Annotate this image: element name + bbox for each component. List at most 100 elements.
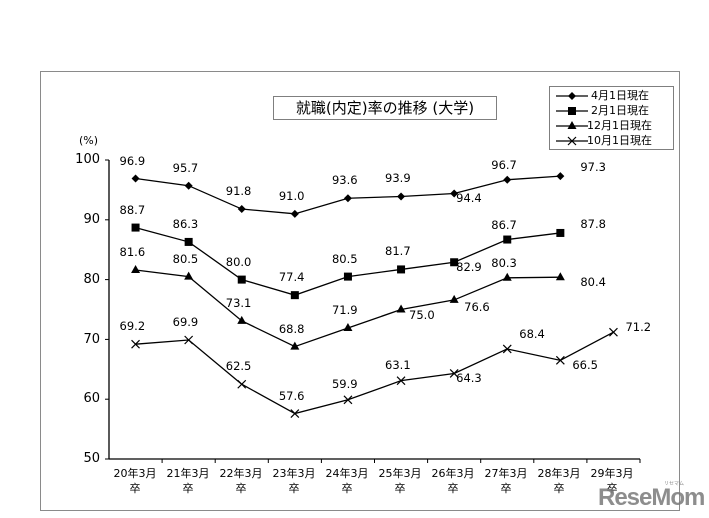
triangle-marker-icon <box>449 294 459 303</box>
y-tick-label: 100 <box>75 152 100 167</box>
y-tick-label: 70 <box>83 332 100 347</box>
legend-item-december: 12月1日現在 <box>550 118 675 133</box>
data-point-label: 76.6 <box>464 299 490 314</box>
diamond-marker-icon <box>556 92 588 100</box>
diamond-marker-icon <box>343 194 352 203</box>
data-point-label: 93.9 <box>385 171 411 186</box>
data-point-label: 69.9 <box>172 314 199 329</box>
data-point-label: 62.5 <box>225 359 252 374</box>
x-tick-label: 24年3月卒 <box>325 467 369 495</box>
data-point-label: 71.9 <box>331 303 358 318</box>
data-point-label: 73.1 <box>225 295 252 310</box>
x-tick-label: 25年3月卒 <box>378 467 422 495</box>
watermark-subtext: リセマム <box>664 481 685 487</box>
data-point-label: 94.4 <box>456 191 482 206</box>
diamond-marker-icon <box>556 172 565 181</box>
triangle-marker-icon <box>343 323 353 332</box>
triangle-marker-icon <box>131 265 141 274</box>
data-point-label: 75.0 <box>409 307 435 322</box>
diamond-marker-icon <box>503 175 512 184</box>
data-point-label: 96.9 <box>119 153 146 168</box>
y-tick-label: 50 <box>83 451 100 466</box>
square-marker-icon <box>237 275 246 284</box>
triangle-marker-icon <box>237 315 247 324</box>
data-point-label: 91.0 <box>278 188 305 203</box>
legend-item-october: 10月1日現在 <box>550 133 675 148</box>
data-point-label: 80.5 <box>172 251 199 266</box>
x-tick-label: 26年3月卒 <box>431 467 475 495</box>
legend-label: 10月1日現在 <box>587 134 652 147</box>
x-tick-label: 28年3月卒 <box>537 467 581 495</box>
triangle-marker-icon <box>290 341 300 350</box>
x-tick-label: 21年3月卒 <box>166 467 210 495</box>
data-point-label: 80.4 <box>580 275 606 290</box>
data-point-label: 63.1 <box>385 357 411 372</box>
chart-title: 就職(内定)率の推移 (大学) <box>273 96 497 120</box>
data-point-label: 88.7 <box>119 202 146 217</box>
y-tick-label: 80 <box>83 272 100 287</box>
data-point-label: 77.4 <box>278 270 305 285</box>
resemom-watermark-logo: ReseMom <box>598 484 705 511</box>
data-point-label: 64.3 <box>456 371 482 386</box>
data-point-label: 81.6 <box>119 245 146 260</box>
data-point-label: 93.6 <box>331 173 358 188</box>
square-marker-icon <box>556 228 565 237</box>
data-point-label: 66.5 <box>572 358 598 373</box>
data-point-label: 82.9 <box>456 260 482 275</box>
triangle-marker-icon <box>184 271 194 280</box>
x-tick-label: 20年3月卒 <box>113 467 157 495</box>
data-point-label: 80.0 <box>225 254 252 269</box>
data-point-label: 69.2 <box>119 319 146 334</box>
data-point-label: 59.9 <box>331 376 358 391</box>
data-point-label: 57.6 <box>278 388 305 403</box>
diamond-marker-icon <box>290 209 299 218</box>
x-tick-label: 23年3月卒 <box>272 467 316 495</box>
diamond-marker-icon <box>397 192 406 201</box>
x-marker-icon <box>556 136 588 146</box>
triangle-marker-icon <box>396 304 406 313</box>
legend-item-february: 2月1日現在 <box>550 103 675 118</box>
series-line <box>135 331 614 415</box>
square-marker-icon <box>397 265 406 274</box>
chart-frame <box>40 71 680 511</box>
legend-item-april: 4月1日現在 <box>550 88 675 103</box>
data-point-label: 80.3 <box>491 255 517 270</box>
square-marker-icon <box>343 272 352 281</box>
square-marker-icon <box>503 235 512 244</box>
data-point-label: 80.5 <box>331 251 358 266</box>
x-tick-label: 29年3月卒 <box>590 467 634 495</box>
square-marker-icon <box>290 291 299 300</box>
y-tick-label: 60 <box>83 391 100 406</box>
x-tick-label: 27年3月卒 <box>484 467 528 495</box>
data-point-label: 86.3 <box>172 216 199 231</box>
y-axis-unit: (%) <box>79 134 99 147</box>
square-marker-icon <box>556 107 588 115</box>
legend-label: 4月1日現在 <box>591 89 649 102</box>
square-marker-icon <box>450 258 459 267</box>
diamond-marker-icon <box>450 189 459 198</box>
y-tick-label: 90 <box>83 212 100 227</box>
chart-legend: 4月1日現在 2月1日現在 12月1日現在 10月1日現在 <box>549 86 674 150</box>
legend-label: 2月1日現在 <box>591 104 649 117</box>
data-point-label: 71.2 <box>625 320 652 335</box>
data-point-label: 81.7 <box>385 244 411 259</box>
data-point-label: 86.7 <box>491 217 517 232</box>
square-marker-icon <box>184 237 193 246</box>
data-point-label: 97.3 <box>580 160 606 175</box>
triangle-marker-icon <box>502 272 512 281</box>
data-point-label: 96.7 <box>491 157 517 172</box>
triangle-marker-icon <box>556 121 588 129</box>
data-point-label: 91.8 <box>225 184 252 199</box>
data-point-label: 95.7 <box>172 160 199 175</box>
data-point-label: 87.8 <box>580 216 606 231</box>
square-marker-icon <box>131 223 140 232</box>
x-tick-label: 22年3月卒 <box>219 467 263 495</box>
data-point-label: 68.4 <box>519 326 545 341</box>
legend-label: 12月1日現在 <box>587 119 652 132</box>
diamond-marker-icon <box>131 174 140 183</box>
data-point-label: 68.8 <box>278 321 305 336</box>
diamond-marker-icon <box>237 205 246 214</box>
triangle-marker-icon <box>555 272 565 281</box>
diamond-marker-icon <box>184 181 193 190</box>
